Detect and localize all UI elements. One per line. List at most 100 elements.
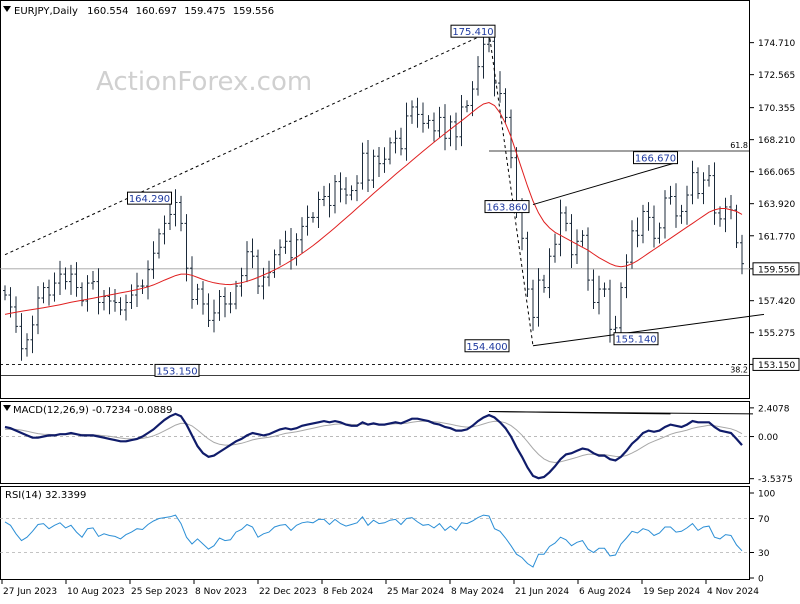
ohlc-bar: [338, 172, 343, 203]
ohlc-bar: [283, 230, 288, 254]
price-annotation: 154.400: [464, 339, 510, 353]
ohlc-bar: [591, 269, 596, 310]
annotation-box: [484, 200, 530, 214]
ohlc-bar: [19, 313, 24, 361]
rsi-layer: [0, 514, 750, 568]
ohlc-bar: [8, 287, 13, 318]
price-tick: 159.556: [750, 262, 800, 276]
date-tick: 6 Aug 2024: [577, 580, 631, 597]
ohlc-bar: [388, 137, 392, 165]
ohlc-bar: [228, 292, 233, 314]
date-tick: 27 Jun 2023: [1, 580, 57, 597]
ohlc-bar: [85, 275, 90, 312]
macd-panel-frame: [0, 401, 750, 484]
macd-tick-label: 2.4078: [758, 404, 790, 414]
ohlc-bar: [74, 262, 79, 297]
ohlc-bar: [168, 203, 172, 230]
annotation-box: [633, 151, 678, 165]
ohlc-bar: [393, 130, 398, 154]
macd-tick: 2.4078: [750, 404, 790, 414]
ohlc-bar: [558, 199, 563, 257]
date-tick-label: 22 Dec 2023: [259, 587, 317, 597]
chevron-down-icon: [3, 6, 11, 12]
ohlc-bar: [157, 228, 161, 259]
macd-trendline: [488, 411, 754, 415]
ohlc-bar: [239, 267, 244, 297]
annotation-value: 175.410: [452, 27, 493, 38]
rsi-tick-label: 30: [758, 549, 770, 559]
annotation-box: [127, 191, 172, 205]
price-tick-label: 166.065: [758, 168, 795, 178]
price-tick-label: 159.556: [758, 265, 795, 275]
rsi-panel-frame: [0, 486, 750, 580]
ohlc-bar: [663, 190, 667, 239]
date-tick-label: 25 Sep 2023: [131, 587, 188, 597]
price-tick: 174.710: [750, 39, 795, 49]
ohlc-bar: [195, 283, 200, 305]
ohlc-bar: [311, 212, 315, 223]
ohlc-bar: [674, 183, 678, 228]
ohlc-bar: [630, 220, 634, 269]
ohlc-bar: [190, 256, 194, 309]
ohlc-bar: [3, 285, 7, 301]
ohlc-bar: [223, 287, 227, 318]
ohlc-bar: [256, 249, 260, 294]
ohlc-bar: [179, 195, 183, 232]
ohlc-bar: [432, 112, 436, 142]
ohlc-bar: [377, 146, 381, 177]
ohlc-bar: [261, 267, 266, 300]
trendline: [4, 31, 490, 256]
date-tick: 25 Sep 2023: [129, 580, 188, 597]
ohlc-bar: [96, 268, 101, 315]
annotation-box: [154, 363, 200, 377]
ohlc-bar: [415, 97, 420, 128]
rsi-tick: 100: [750, 490, 775, 500]
ohlc-bar: [212, 299, 216, 333]
ohlc-bar: [679, 204, 684, 224]
price-tick-box: [752, 262, 800, 276]
ohlc-bar: [718, 206, 722, 227]
price-tick-label: 170.355: [758, 104, 795, 114]
ohlc-bar: [635, 217, 640, 248]
date-tick: 25 Mar 2024: [385, 580, 444, 597]
axes-layer: 174.710 172.565 170.355 168.210 166.065 163.9…: [1, 39, 800, 597]
ohlc-bar: [360, 142, 365, 190]
ohlc-bar: [685, 185, 689, 225]
rsi-tick: 0: [750, 575, 764, 585]
ohlc-bar: [69, 264, 73, 295]
ohlc-bar: [470, 81, 475, 117]
price-tick: 168.210: [750, 136, 795, 146]
fibonacci-label: 38.2: [730, 366, 748, 375]
ohlc-bar: [404, 102, 409, 161]
ohlc-bar: [14, 296, 18, 333]
price-tick-label: 153.150: [758, 361, 795, 371]
annotation-value: 154.400: [466, 342, 507, 353]
price-tick: 166.065: [750, 168, 795, 178]
ohlc-bar: [437, 106, 442, 138]
price-annotation: 163.860: [484, 200, 530, 214]
ohlc-bar: [498, 71, 502, 103]
ohlc-bar: [113, 289, 117, 312]
chart-header: EURJPY,Daily 160.554 160.697 159.475 159…: [14, 6, 274, 17]
date-tick: 21 Jun 2024: [513, 580, 569, 597]
ohlc-bar: [547, 248, 552, 299]
macd-line: [4, 412, 743, 480]
chevron-down-icon: [3, 405, 11, 411]
ohlc-bar: [184, 214, 189, 282]
price-tick-label: 161.770: [758, 232, 795, 242]
date-tick: 8 Nov 2023: [193, 580, 247, 597]
ohlc-bar: [107, 287, 112, 315]
ohlc-bar: [707, 165, 711, 187]
price-tick-label: 157.420: [758, 297, 795, 307]
ohlc-bar: [624, 254, 629, 299]
ohlc-bar: [553, 233, 557, 263]
moving-average-line: [4, 101, 743, 315]
ohlc-bar: [696, 167, 700, 199]
ohlc-bar: [531, 279, 535, 331]
ohlc-bar: [355, 175, 359, 202]
ohlc-bar: [564, 206, 568, 232]
price-tick-label: 163.920: [758, 200, 795, 210]
date-tick: 22 Dec 2023: [257, 580, 317, 597]
ohlc-bar: [25, 333, 29, 357]
price-tick: 170.355: [750, 104, 795, 114]
